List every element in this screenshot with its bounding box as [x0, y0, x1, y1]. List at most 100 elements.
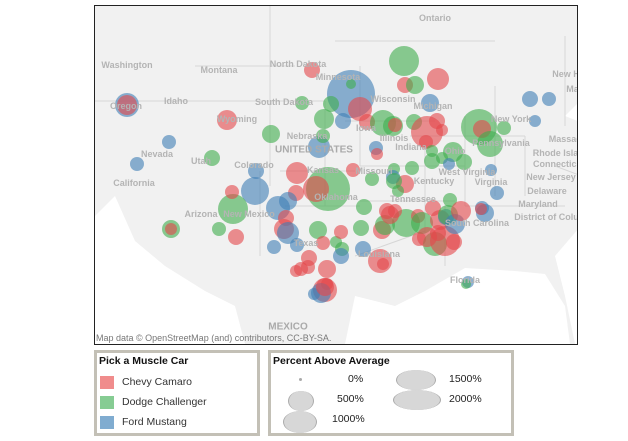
camaro-mark[interactable] [303, 176, 329, 202]
mustang-mark[interactable] [162, 135, 176, 149]
challenger-mark[interactable] [424, 153, 440, 169]
camaro-mark[interactable] [217, 110, 237, 130]
camaro-mark[interactable] [451, 201, 471, 221]
map-label: California [113, 178, 155, 188]
challenger-mark[interactable] [426, 145, 438, 157]
challenger-mark[interactable] [204, 150, 220, 166]
camaro-mark[interactable] [446, 234, 462, 250]
mustang-mark[interactable] [490, 186, 504, 200]
camaro-mark[interactable] [290, 265, 302, 277]
map-label: Wyoming [216, 114, 258, 124]
camaro-mark[interactable] [427, 68, 449, 90]
camaro-mark[interactable] [417, 227, 437, 247]
challenger-mark[interactable] [497, 121, 511, 135]
size-label: 2000% [449, 393, 482, 405]
challenger-mark[interactable] [323, 96, 339, 112]
legend-item-ford-mustang[interactable]: Ford Mustang [100, 415, 187, 429]
camaro-mark[interactable] [286, 162, 308, 184]
camaro-mark[interactable] [316, 278, 334, 296]
map-attribution: Map data © OpenStreetMap (and) contribut… [96, 333, 332, 343]
map-view[interactable]: Ontario Washington Montana North Dakota Minn… [94, 5, 578, 345]
mustang-mark[interactable] [279, 192, 297, 210]
map-label: Maryland [518, 199, 558, 209]
challenger-mark[interactable] [456, 154, 472, 170]
size-marker-1000 [283, 411, 317, 433]
map-label: New York [490, 114, 532, 124]
challenger-mark[interactable] [365, 172, 379, 186]
challenger-mark[interactable] [353, 220, 369, 236]
camaro-mark[interactable] [304, 62, 320, 78]
water-area [555, 230, 577, 344]
map-label: Nebraska [286, 131, 328, 141]
camaro-mark[interactable] [436, 124, 448, 136]
mustang-mark[interactable] [443, 158, 455, 170]
camaro-mark[interactable] [475, 203, 487, 215]
challenger-mark[interactable] [316, 129, 330, 143]
size-label: 1500% [449, 373, 482, 385]
map-label: Tennessee [390, 194, 436, 204]
challenger-mark[interactable] [443, 193, 457, 207]
mustang-mark[interactable] [421, 94, 439, 112]
challenger-mark[interactable] [392, 185, 404, 197]
camaro-mark[interactable] [301, 250, 317, 266]
camaro-mark[interactable] [117, 95, 137, 115]
challenger-mark[interactable] [262, 125, 280, 143]
size-label: 1000% [332, 413, 365, 425]
legend-item-chevy-camaro[interactable]: Chevy Camaro [100, 375, 192, 389]
mustang-mark[interactable] [248, 163, 264, 179]
map-label: Oregon [109, 101, 143, 111]
challenger-mark[interactable] [218, 194, 248, 224]
mustang-mark[interactable] [529, 115, 541, 127]
challenger-mark[interactable] [309, 221, 327, 239]
challenger-mark[interactable] [212, 222, 226, 236]
mustang-mark[interactable] [335, 113, 351, 129]
map-label: New Hampshire [552, 69, 577, 79]
mustang-mark[interactable] [355, 241, 371, 257]
map-label: Washington [101, 60, 153, 70]
map-label: UNITED STATES [275, 144, 353, 156]
challenger-mark[interactable] [356, 199, 372, 215]
camaro-mark[interactable] [316, 236, 330, 250]
map-label: Kansas [306, 165, 340, 175]
challenger-mark[interactable] [461, 279, 471, 289]
mustang-mark[interactable] [542, 92, 556, 106]
camaro-mark[interactable] [419, 135, 433, 149]
map-label: Missouri [355, 166, 393, 176]
camaro-mark[interactable] [371, 148, 383, 160]
map-label: MEXICO [268, 321, 308, 333]
map-label: Michigan [413, 101, 453, 111]
challenger-mark[interactable] [389, 46, 419, 76]
camaro-mark[interactable] [228, 229, 244, 245]
camaro-mark[interactable] [381, 206, 399, 224]
map-label: New Mexico [223, 209, 275, 219]
mustang-mark[interactable] [333, 248, 349, 264]
map-label: Delaware [527, 186, 567, 196]
water-area [565, 104, 577, 121]
challenger-mark[interactable] [314, 109, 334, 129]
mustang-mark[interactable] [290, 238, 304, 252]
map-label: West Virginia [438, 167, 496, 177]
challenger-mark[interactable] [346, 79, 356, 89]
camaro-mark[interactable] [165, 223, 177, 235]
mustang-mark[interactable] [522, 91, 538, 107]
mustang-mark[interactable] [277, 222, 299, 244]
camaro-mark[interactable] [388, 118, 402, 132]
mustang-mark[interactable] [485, 164, 497, 176]
camaro-mark[interactable] [346, 163, 360, 177]
map-label: Utah [191, 156, 211, 166]
map-label: Ontario [418, 13, 452, 23]
camaro-mark[interactable] [377, 258, 389, 270]
map-label: Nevada [140, 149, 174, 159]
challenger-mark[interactable] [405, 161, 419, 175]
mustang-mark[interactable] [130, 157, 144, 171]
challenger-mark[interactable] [477, 131, 503, 157]
mustang-mark[interactable] [241, 177, 269, 205]
challenger-mark[interactable] [406, 76, 424, 94]
camaro-mark[interactable] [318, 260, 336, 278]
camaro-mark[interactable] [334, 225, 348, 239]
legend-item-dodge-challenger[interactable]: Dodge Challenger [100, 395, 207, 409]
mustang-mark[interactable] [267, 240, 281, 254]
camaro-mark[interactable] [225, 185, 239, 199]
swatch [100, 375, 114, 389]
challenger-mark[interactable] [295, 96, 309, 110]
